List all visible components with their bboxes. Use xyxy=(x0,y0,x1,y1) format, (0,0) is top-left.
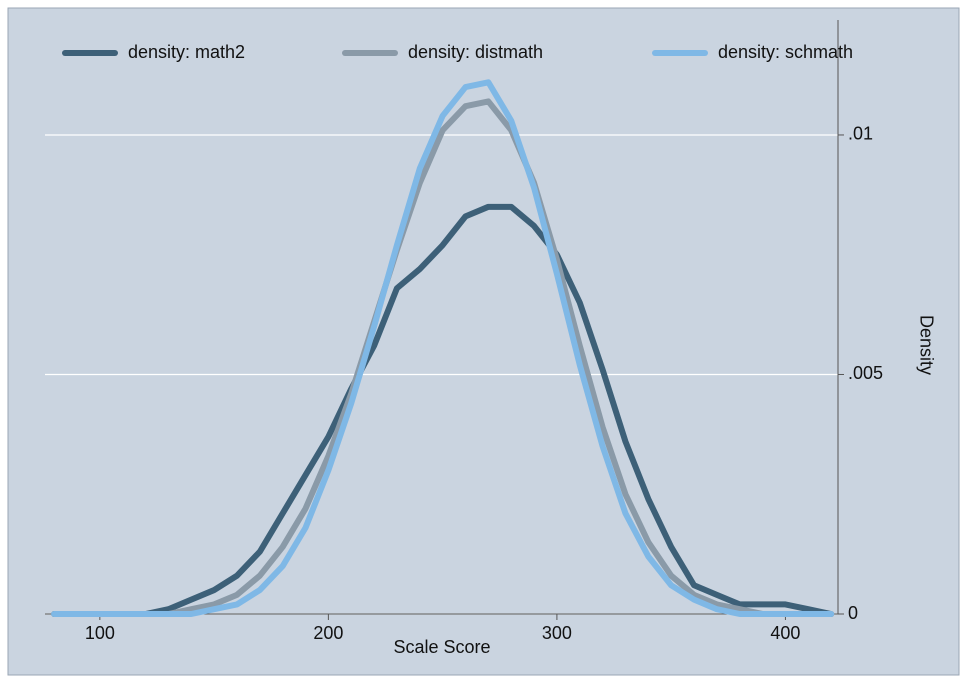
y-axis-label: Density xyxy=(916,315,936,375)
y-tick-label: .005 xyxy=(848,363,883,383)
density-line xyxy=(51,203,835,617)
x-tick-label: 400 xyxy=(770,623,800,643)
x-tick-label: 200 xyxy=(313,623,343,643)
legend-label: density: math2 xyxy=(128,42,245,62)
legend-label: density: distmath xyxy=(408,42,543,62)
density-line xyxy=(51,79,835,617)
chart-background xyxy=(7,7,960,676)
x-axis-label: Scale Score xyxy=(393,637,490,657)
x-tick-label: 100 xyxy=(85,623,115,643)
x-tick-label: 300 xyxy=(542,623,572,643)
legend-label: density: schmath xyxy=(718,42,853,62)
y-tick-label: 0 xyxy=(848,603,858,623)
density-line xyxy=(51,98,835,617)
y-tick-label: .01 xyxy=(848,124,873,144)
